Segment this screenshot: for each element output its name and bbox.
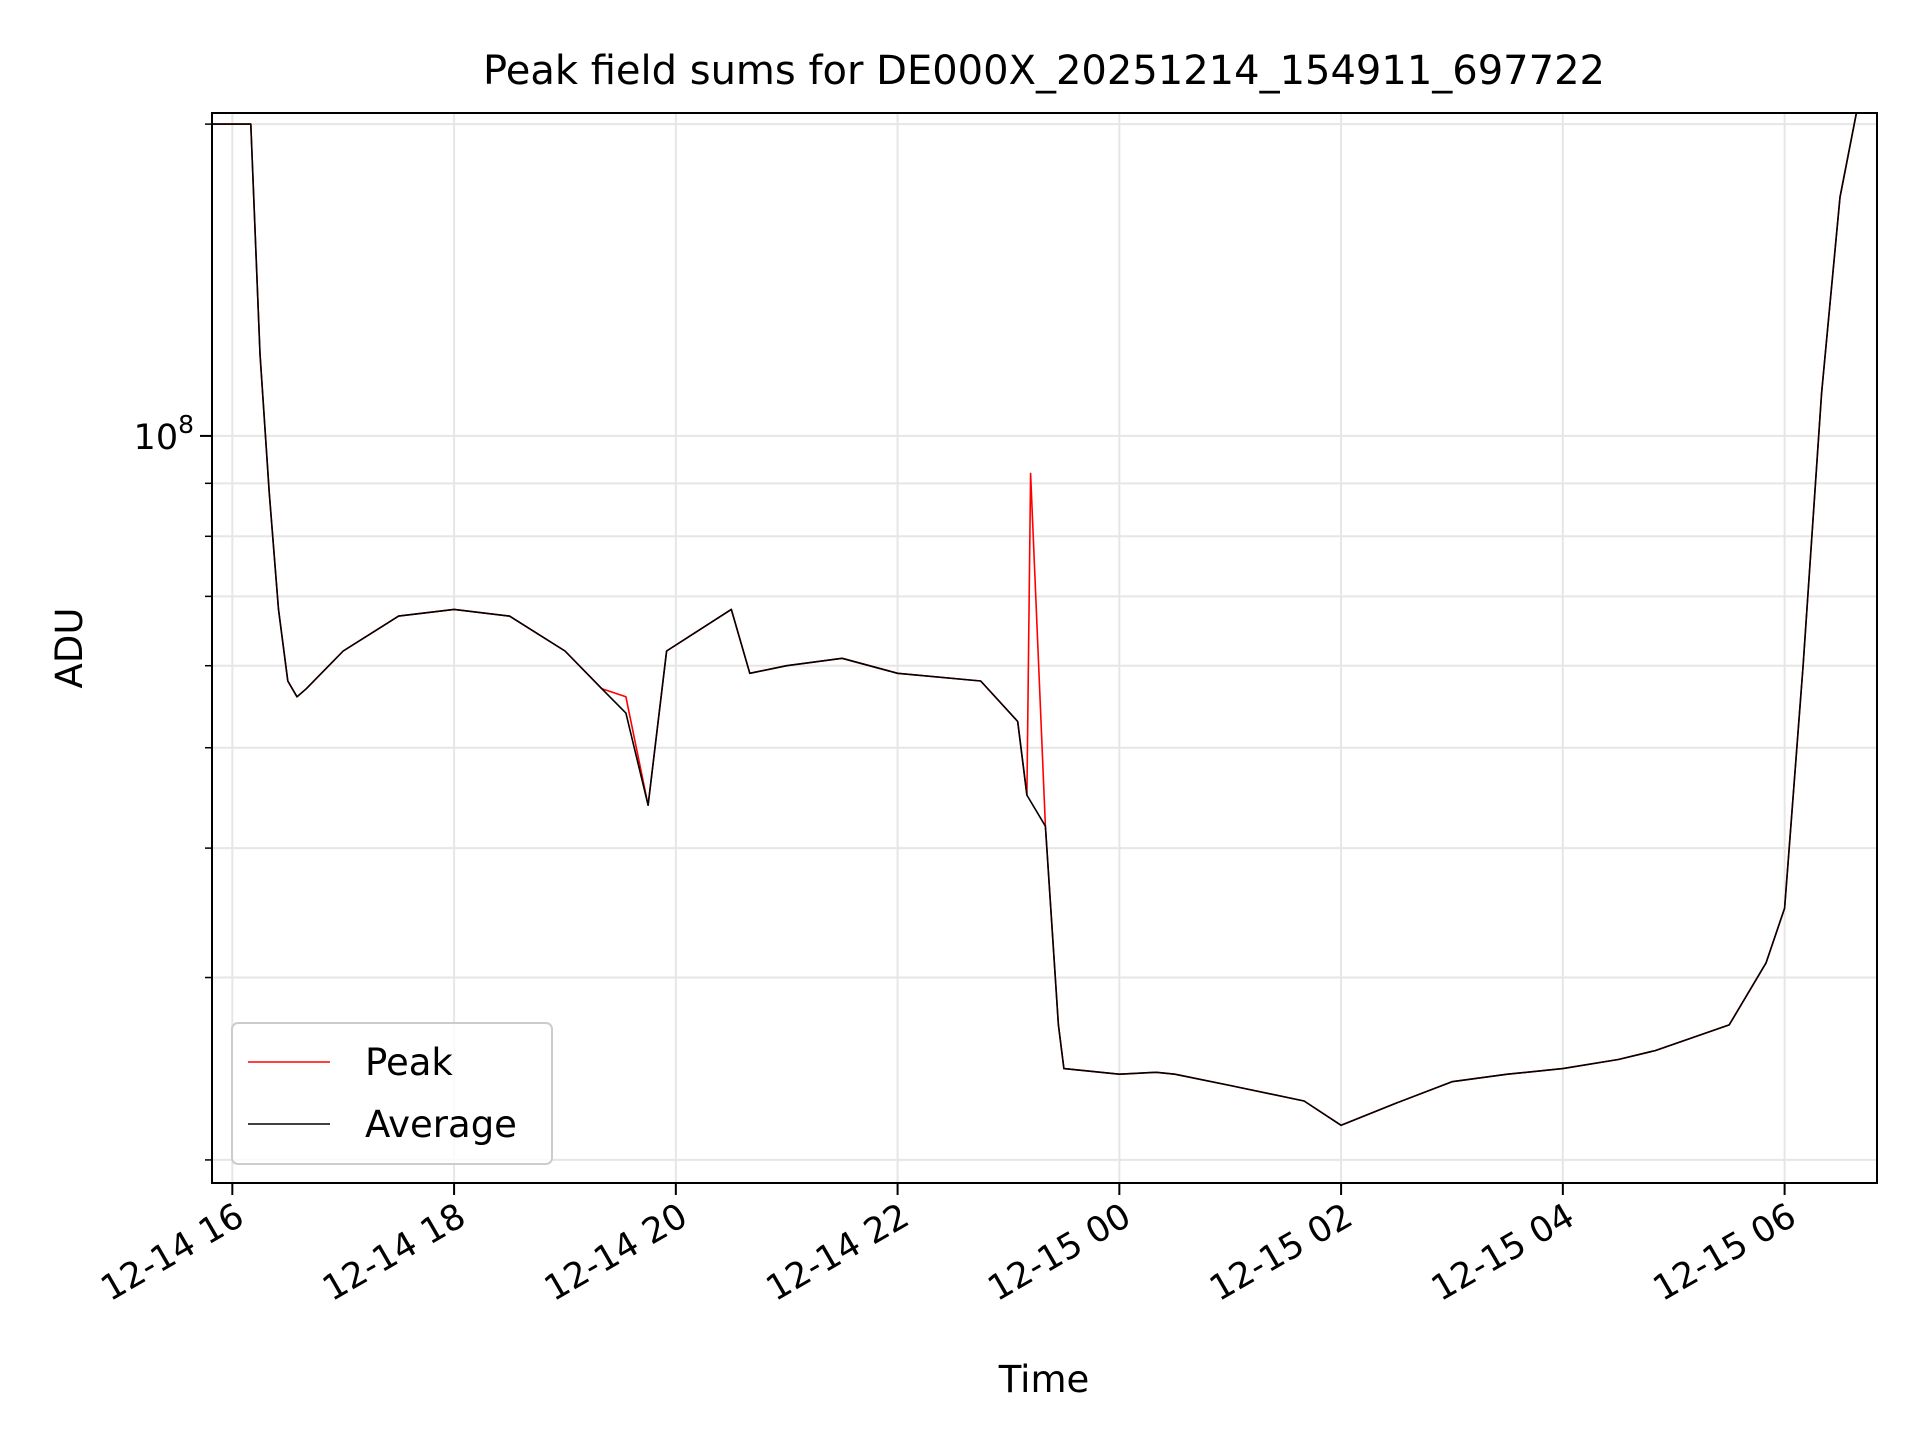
chart-title: Peak field sums for DE000X_20251214_1549… <box>483 48 1605 94</box>
series-lines <box>212 113 1858 1127</box>
legend-label-peak: Peak <box>365 1041 453 1084</box>
y-axis-label: ADU <box>48 608 91 689</box>
x-axis-label: Time <box>998 1358 1090 1401</box>
y-tick-label: 108 <box>134 410 194 458</box>
plot-frame <box>211 112 1878 1184</box>
legend: Peak Average <box>231 1022 553 1165</box>
series-line-average <box>212 113 1858 1127</box>
grid <box>212 113 1877 1183</box>
legend-box <box>231 1022 553 1165</box>
y-axis: 108 <box>134 123 212 1161</box>
legend-label-average: Average <box>365 1103 517 1146</box>
